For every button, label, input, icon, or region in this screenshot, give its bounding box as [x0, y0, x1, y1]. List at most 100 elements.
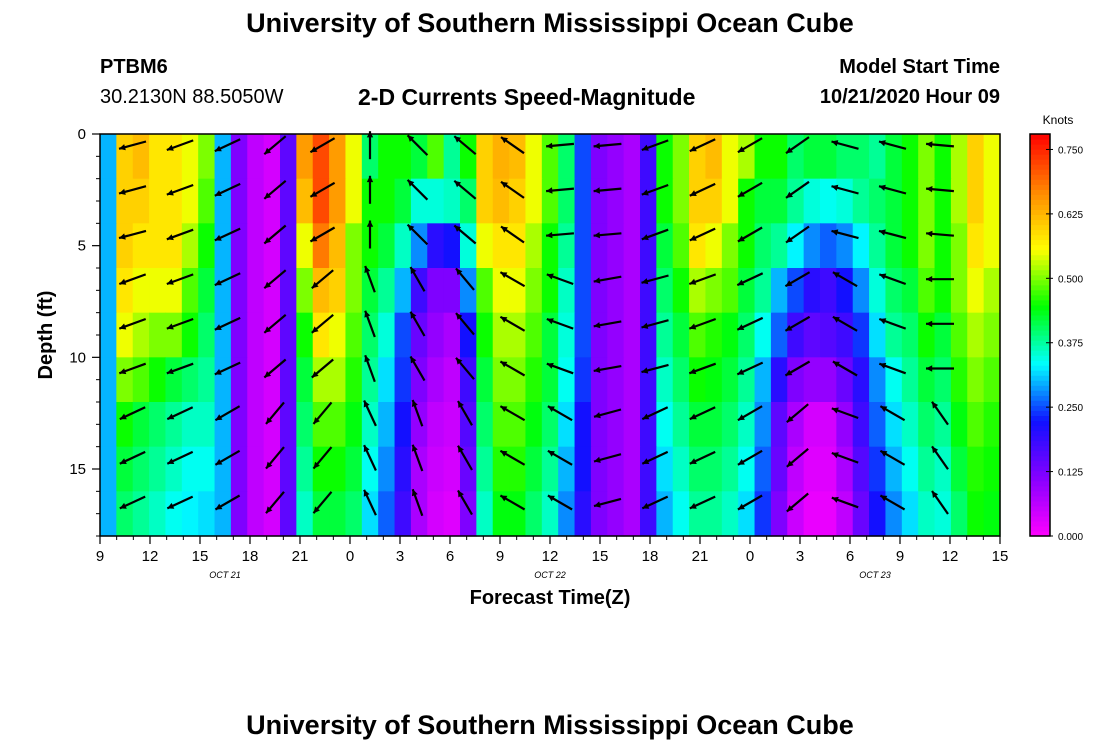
heatmap-cell	[721, 491, 739, 537]
colorbar-swatch	[1030, 184, 1050, 190]
heatmap-cell	[427, 134, 445, 180]
colorbar-swatch	[1030, 194, 1050, 200]
heatmap-cell	[312, 223, 330, 269]
heatmap-cell	[312, 446, 330, 492]
heatmap-cell	[754, 357, 772, 403]
heatmap-cell	[770, 402, 788, 448]
vector-arrowhead	[119, 278, 127, 285]
vector-arrowhead	[641, 278, 649, 285]
colorbar-swatch	[1030, 420, 1050, 427]
vector-arrowhead	[410, 311, 417, 319]
heatmap-cell	[410, 357, 428, 403]
heatmap-cell	[100, 134, 117, 180]
heatmap-cell	[394, 223, 412, 269]
heatmap-cell	[590, 312, 608, 358]
heatmap-cell	[689, 357, 707, 403]
colorbar-swatch	[1030, 264, 1050, 271]
heatmap-cell	[149, 178, 167, 224]
heatmap-cell	[820, 446, 837, 492]
heatmap-cell	[247, 223, 265, 269]
vector-arrowhead	[313, 417, 320, 424]
heatmap-cell	[394, 312, 412, 358]
colorbar-swatch	[1030, 460, 1050, 467]
colorbar-swatch	[1030, 500, 1050, 507]
heatmap-cell	[705, 268, 723, 314]
vector-arrowhead	[364, 355, 371, 363]
heatmap-cell	[132, 178, 150, 224]
heatmap-cell	[198, 491, 216, 537]
heatmap-cell	[361, 446, 379, 492]
vector-arrowhead	[454, 180, 462, 188]
heatmap-cell	[329, 357, 347, 403]
colorbar-swatch	[1030, 309, 1050, 316]
vector-arrowhead	[926, 230, 933, 237]
vector-arrowhead	[546, 142, 553, 149]
vector-arrowhead	[264, 371, 272, 378]
vector-arrowhead	[689, 145, 697, 152]
heatmap-cell	[312, 178, 330, 224]
colorbar-swatch	[1030, 154, 1050, 160]
vector-arrowhead	[641, 234, 649, 241]
heatmap-cell	[705, 134, 723, 180]
heatmap-cell	[623, 223, 641, 269]
vector-arrowhead	[689, 234, 697, 241]
heatmap-cell	[689, 446, 707, 492]
heatmap-cell	[541, 268, 559, 314]
vector-arrowhead	[266, 506, 273, 514]
heatmap-cell	[378, 402, 396, 448]
colorbar-swatch	[1030, 214, 1050, 221]
heatmap-cell	[509, 134, 527, 180]
heatmap-cell	[100, 178, 117, 224]
heatmap-cell	[247, 268, 265, 314]
heatmap-cell	[247, 312, 265, 358]
heatmap-cell	[656, 178, 674, 224]
heatmap-cell	[738, 357, 756, 403]
colorbar-swatch	[1030, 324, 1050, 331]
heatmap-cell	[443, 312, 461, 358]
heatmap-cell	[869, 134, 887, 180]
vector-arrowhead	[641, 367, 649, 374]
vector-arrowhead	[879, 184, 886, 191]
vector-arrowhead	[410, 267, 417, 274]
heatmap-cell	[803, 491, 821, 537]
vector-arrowhead	[313, 506, 320, 514]
heatmap-cell	[312, 491, 330, 537]
heatmap-cell	[345, 223, 363, 269]
heatmap-cell	[509, 223, 527, 269]
heatmap-cell	[509, 491, 527, 537]
heatmap-cell	[869, 223, 887, 269]
x-tick-label: 12	[942, 548, 959, 565]
heatmap-cell	[558, 446, 576, 492]
heatmap-cell	[116, 223, 134, 269]
heatmap-cell	[410, 491, 428, 537]
colorbar-tick-label: 0.625	[1058, 210, 1083, 221]
heatmap-cell	[410, 134, 428, 180]
heatmap-cell	[640, 402, 657, 448]
heatmap-cell	[427, 178, 445, 224]
heatmap-cell	[116, 268, 134, 314]
heatmap-cell	[443, 178, 461, 224]
heatmap-cell	[983, 357, 1001, 403]
heatmap-cell	[983, 491, 1001, 537]
heatmap-cell	[361, 312, 379, 358]
heatmap-cell	[950, 402, 968, 448]
vector-arrowhead	[501, 137, 508, 144]
colorbar-swatch	[1030, 380, 1050, 386]
heatmap-cell	[803, 446, 821, 492]
heatmap-cell	[230, 268, 248, 314]
vector-arrowhead	[214, 279, 222, 286]
heatmap-cell	[672, 134, 690, 180]
vector-arrowhead	[594, 456, 601, 463]
colorbar-swatch	[1030, 470, 1050, 477]
vector-arrowhead	[456, 357, 463, 365]
heatmap-cell	[967, 134, 985, 180]
heatmap-cell	[132, 134, 150, 180]
colorbar-swatch	[1030, 199, 1050, 205]
heatmap-cell	[590, 357, 608, 403]
heatmap-cell	[394, 178, 412, 224]
colorbar-swatch	[1030, 455, 1050, 462]
y-tick-label: 5	[78, 238, 86, 255]
heatmap-cell	[345, 268, 363, 314]
heatmap-cell	[738, 446, 756, 492]
vector-arrowhead	[363, 445, 370, 453]
